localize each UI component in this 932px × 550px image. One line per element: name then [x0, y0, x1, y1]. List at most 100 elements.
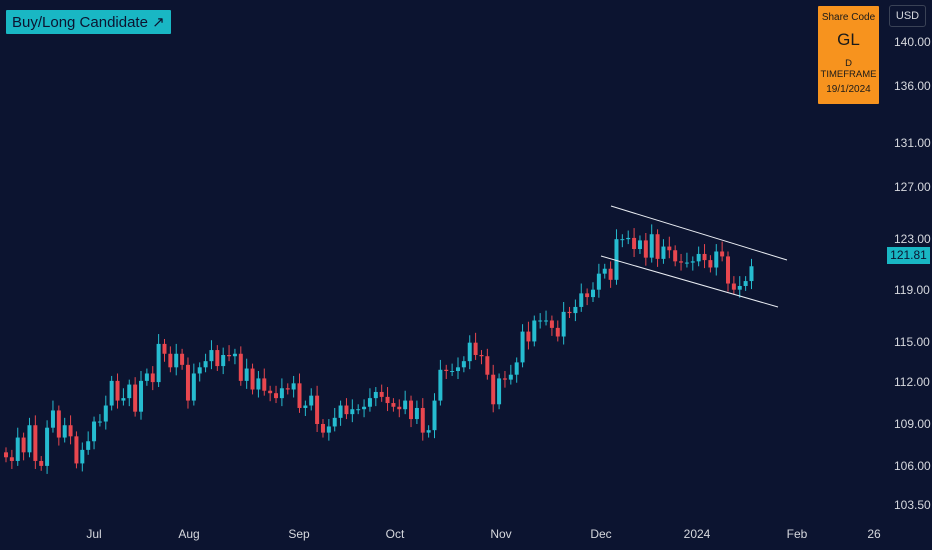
candle-body [180, 353, 185, 365]
candle-body [4, 452, 8, 458]
candle-body [68, 425, 73, 437]
info-box-title: Share Code [821, 12, 876, 23]
price-axis: 140.00 136.00 131.00 127.00 123.00 119.00 115.… [894, 35, 931, 512]
candle-body [596, 273, 601, 290]
candle-body [156, 343, 161, 383]
time-tick-label: Feb [787, 527, 808, 541]
candle-body [731, 283, 736, 290]
candle-body [86, 441, 91, 450]
time-tick-label: Sep [288, 527, 310, 541]
candle-body [50, 410, 55, 428]
candle-body [538, 320, 543, 322]
candle-body [743, 281, 748, 286]
candle-body [244, 368, 249, 381]
time-tick-label: Dec [590, 527, 611, 541]
candle-body [367, 398, 372, 407]
candle-body [309, 395, 314, 406]
candle-body [426, 430, 431, 433]
candle-body [420, 407, 425, 433]
candle-body [479, 354, 484, 357]
candle-body [92, 421, 97, 442]
candle-body [185, 364, 190, 401]
candle-body [139, 380, 144, 412]
candle-body [121, 398, 126, 401]
candle-body [520, 331, 525, 363]
candle-body [397, 406, 402, 410]
candle-body [285, 388, 290, 390]
candle-body [702, 253, 707, 261]
candle-body [679, 261, 684, 263]
price-tick-label: 136.00 [894, 79, 931, 93]
candle-body [80, 449, 85, 464]
timeframe-label: D TIMEFRAME [820, 58, 877, 80]
currency-button[interactable]: USD [889, 5, 926, 27]
candle-body [461, 361, 466, 368]
candle-body [109, 380, 114, 406]
candle-body [56, 410, 61, 438]
candle-body [467, 342, 472, 362]
candle-body [115, 380, 120, 401]
candle-body [608, 268, 613, 280]
candle-body [655, 234, 660, 259]
time-tick-label: Oct [386, 527, 405, 541]
candle-body [438, 369, 443, 401]
candle-body [215, 350, 220, 367]
channel-upper-line [610, 205, 788, 261]
candle-body [144, 373, 149, 381]
candle-body [356, 409, 361, 411]
candle-body [673, 250, 678, 262]
candle-body [174, 353, 179, 368]
candle-body [350, 409, 355, 415]
candle-body [27, 425, 32, 453]
candle-body [391, 403, 396, 407]
candle-body [526, 331, 531, 342]
candle-body [274, 393, 279, 399]
candle-body [9, 457, 14, 461]
candle-body [497, 378, 502, 405]
candle-body [696, 253, 701, 262]
candle-body [508, 374, 513, 380]
candle-body [403, 400, 408, 410]
candle-body [256, 378, 261, 390]
candle-body [21, 437, 26, 453]
candle-body [338, 405, 343, 418]
candle-body [573, 306, 578, 314]
candle-body [684, 262, 689, 264]
candle-body [250, 368, 255, 390]
candles [4, 224, 754, 474]
candle-body [74, 436, 79, 464]
candle-body [291, 383, 296, 390]
candle-body [362, 406, 367, 410]
candle-body [514, 362, 519, 375]
price-tick-label: 115.00 [894, 335, 930, 349]
price-tick-label: 140.00 [894, 35, 931, 49]
price-tick-label: 123.00 [894, 232, 931, 246]
candle-body [45, 427, 50, 466]
candle-body [737, 285, 742, 290]
candle-body [191, 373, 196, 401]
candle-body [532, 320, 537, 342]
candle-body [549, 320, 554, 328]
candle-body [643, 240, 648, 258]
candle-body [326, 426, 331, 433]
candle-body [39, 460, 44, 466]
candle-body [320, 424, 325, 433]
candle-body [15, 437, 20, 461]
last-price-tag: 121.81 [887, 247, 930, 264]
price-tick-label: 131.00 [894, 136, 931, 150]
candle-body [667, 246, 672, 251]
candle-body [150, 373, 155, 383]
candle-body [620, 239, 625, 241]
candle-body [473, 342, 478, 355]
signal-badge: Buy/Long Candidate ↗ [6, 10, 171, 34]
time-tick-label: Jul [86, 527, 101, 541]
candle-body [720, 251, 725, 257]
candle-body [168, 353, 173, 368]
candle-body [544, 320, 549, 322]
candle-body [714, 251, 719, 268]
candle-body [33, 425, 38, 461]
candle-body [379, 391, 384, 397]
candle-body [708, 260, 713, 268]
